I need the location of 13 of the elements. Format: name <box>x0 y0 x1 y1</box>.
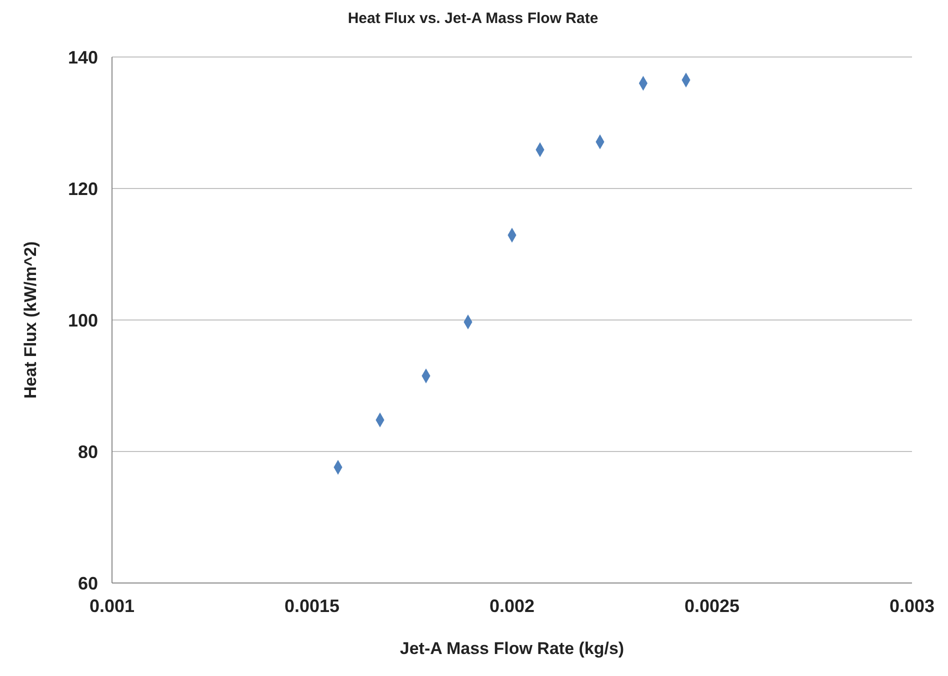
x-axis-title: Jet-A Mass Flow Rate (kg/s) <box>400 639 624 658</box>
y-axis-title: Heat Flux (kW/m^2) <box>21 241 40 399</box>
y-tick-label: 60 <box>78 573 98 594</box>
y-tick-label: 100 <box>68 310 98 330</box>
x-tick-label: 0.0025 <box>684 596 740 616</box>
y-tick-label: 140 <box>68 47 98 68</box>
x-tick-label: 0.002 <box>489 596 535 616</box>
y-tick-label: 80 <box>78 442 98 462</box>
chart-title: Heat Flux vs. Jet-A Mass Flow Rate <box>346 10 600 27</box>
y-tick-label: 120 <box>68 178 98 199</box>
x-tick-label: 0.001 <box>89 596 135 616</box>
x-tick-label: 0.003 <box>889 596 935 616</box>
x-tick-label: 0.0015 <box>284 596 340 616</box>
